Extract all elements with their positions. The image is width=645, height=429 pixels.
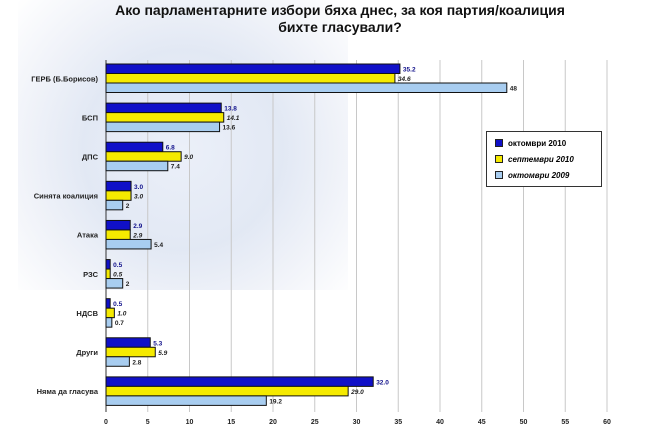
category-label: ДПС xyxy=(82,152,99,161)
bar xyxy=(105,346,156,358)
legend: октомври 2010 септември 2010 октомври 20… xyxy=(486,131,602,187)
bar xyxy=(105,317,113,328)
bar xyxy=(105,259,111,270)
data-label: 0.5 xyxy=(113,272,122,279)
data-label: 14.1 xyxy=(227,115,240,122)
data-label: 19.2 xyxy=(269,398,282,405)
bar xyxy=(105,238,152,250)
bar xyxy=(105,63,401,74)
category-label: Други xyxy=(76,348,98,357)
bar xyxy=(105,199,124,211)
data-label: 32.0 xyxy=(376,379,389,386)
data-label: 6.8 xyxy=(166,145,175,152)
category-label: РЗС xyxy=(83,270,98,279)
x-tick-label: 25 xyxy=(311,419,319,426)
globe-background xyxy=(18,0,348,290)
category-label: ГЕРБ (Б.Борисов) xyxy=(31,74,98,83)
legend-swatch xyxy=(495,171,503,179)
data-label: 2 xyxy=(126,203,130,210)
data-label: 3.0 xyxy=(134,184,143,191)
category-label: Синята коалиция xyxy=(34,192,98,201)
x-tick-label: 55 xyxy=(561,419,569,426)
legend-label: септември 2010 xyxy=(508,154,574,164)
data-label: 7.4 xyxy=(171,164,180,171)
bar xyxy=(105,395,267,406)
x-tick-label: 15 xyxy=(227,419,235,426)
category-label: НДСВ xyxy=(76,309,98,318)
bar xyxy=(105,219,131,231)
data-label: 0.5 xyxy=(113,262,122,269)
title-line-1: Ако парламентарните избори бяха днес, за… xyxy=(115,2,565,18)
x-tick-label: 35 xyxy=(394,419,402,426)
bar xyxy=(105,278,124,289)
x-tick-label: 50 xyxy=(520,419,528,426)
data-label: 0.5 xyxy=(113,301,122,308)
legend-item: октомври 2009 xyxy=(487,167,601,183)
x-tick-label: 30 xyxy=(353,419,361,426)
data-label: 1.0 xyxy=(117,311,126,318)
bar xyxy=(105,73,396,84)
bar xyxy=(105,180,132,192)
category-label: Няма да гласува xyxy=(37,387,99,396)
bar xyxy=(105,102,222,114)
data-label: 35.2 xyxy=(403,67,416,74)
data-label: 0.7 xyxy=(115,320,124,327)
data-label: 2.9 xyxy=(132,232,142,239)
data-label: 48 xyxy=(510,86,518,93)
bar xyxy=(105,160,169,172)
bar xyxy=(105,141,164,153)
bar xyxy=(105,298,111,309)
legend-item: септември 2010 xyxy=(487,151,601,167)
category-label: БСП xyxy=(82,113,98,122)
data-label: 2.9 xyxy=(133,223,142,230)
legend-swatch xyxy=(495,155,503,163)
data-label: 3.0 xyxy=(134,193,143,200)
legend-label: октомври 2009 xyxy=(508,170,570,180)
bar xyxy=(105,121,221,133)
bar xyxy=(105,376,374,387)
bar xyxy=(105,356,130,367)
category-label: Атака xyxy=(77,231,99,240)
data-label: 29.0 xyxy=(350,389,364,396)
data-label: 13.8 xyxy=(224,106,237,113)
legend-swatch xyxy=(495,139,503,147)
data-label: 9.0 xyxy=(184,154,193,161)
x-tick-label: 5 xyxy=(146,419,150,426)
x-tick-label: 10 xyxy=(186,419,194,426)
x-tick-label: 60 xyxy=(603,419,611,426)
bar xyxy=(105,337,151,348)
data-label: 2.8 xyxy=(132,359,141,366)
bar xyxy=(105,307,115,319)
data-label: 5.3 xyxy=(153,340,162,347)
bar xyxy=(105,151,182,162)
bar xyxy=(105,385,349,397)
data-label: 13.6 xyxy=(223,125,236,132)
data-label: 5.9 xyxy=(158,350,167,357)
data-label: 34.6 xyxy=(398,76,411,83)
data-label: 5.4 xyxy=(154,242,163,249)
x-tick-label: 45 xyxy=(478,419,486,426)
legend-item: октомври 2010 xyxy=(487,135,601,151)
x-tick-label: 20 xyxy=(269,419,277,426)
bar xyxy=(105,112,225,123)
bar xyxy=(105,190,132,201)
bar xyxy=(105,82,508,93)
data-label: 2 xyxy=(126,281,130,288)
title-line-2: бихте гласували? xyxy=(278,19,402,35)
x-tick-label: 40 xyxy=(436,419,444,426)
x-tick-label: 0 xyxy=(104,419,108,426)
bar xyxy=(105,268,111,280)
bar xyxy=(105,229,131,240)
chart-title: Ако парламентарните избори бяха днес, за… xyxy=(60,2,620,36)
legend-label: октомври 2010 xyxy=(508,138,567,148)
